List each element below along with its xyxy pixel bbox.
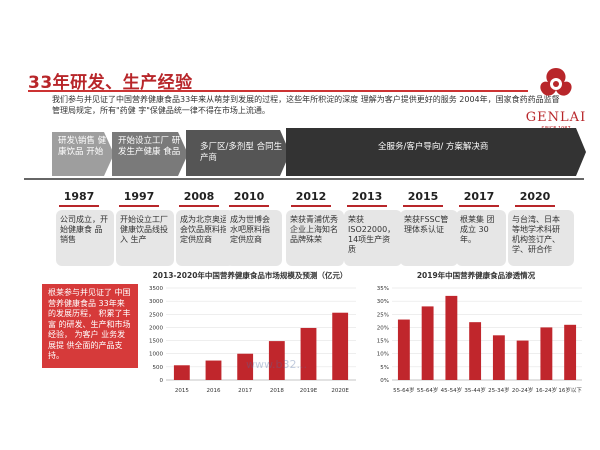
year-underline <box>179 205 219 207</box>
milestone-2010: 成为世博会 水吧原料指 定供应商 <box>226 210 282 266</box>
chart-1: 3500 3000 2500 2000 1500 1000 500 0 2015 2016 201… <box>149 286 356 394</box>
y-tick-label: 25% <box>377 312 389 318</box>
x-tick-label: 55-64岁 <box>417 386 438 394</box>
milestone-2015: 荣获FSSC管 理体系认证 <box>400 210 458 266</box>
milestone-1987: 公司成立，开始健康食 品销售 <box>56 210 114 266</box>
year-label: 2015 <box>407 190 439 203</box>
intro-paragraph: 我们参与并见证了中国营养健康食品33年来从萌芽到发展的过程，这些年所积淀的深度 … <box>52 95 560 115</box>
timeline-line <box>24 178 584 180</box>
year-underline <box>515 205 555 207</box>
flower-logo-icon <box>540 68 572 96</box>
year-label: 1987 <box>63 190 95 203</box>
bar <box>397 319 410 380</box>
y-tick-label: 3000 <box>149 299 163 305</box>
y-tick-label: 500 <box>153 365 164 371</box>
year-underline <box>229 205 269 207</box>
y-tick-label: 0% <box>380 378 389 384</box>
x-tick-label: 2020E <box>331 388 349 394</box>
bar <box>540 327 553 380</box>
x-tick-label: 45-54岁 <box>441 386 462 394</box>
stage-box-4: 全服务/客户导向/ 方案解决商 <box>286 128 586 176</box>
title-divider <box>28 90 528 92</box>
x-tick-label: 2017 <box>238 388 252 394</box>
milestone-2013: 荣获 ISO22000， 14项生产资质 <box>344 210 402 266</box>
year-underline <box>347 205 387 207</box>
y-tick-label: 2000 <box>149 325 163 331</box>
chart-2: 35%30%25%20%15%10%5%0% 55-64岁 55-64岁 45-54… <box>377 286 583 394</box>
y-tick-label: 10% <box>377 352 389 358</box>
year-underline <box>119 205 159 207</box>
bar <box>332 312 349 380</box>
milestone-2020: 与台湾、日本 等地学术科研 机构签订产、 学、研合作 <box>508 210 574 266</box>
stage-box-2: 开始设立工厂 研发生产健康 食品 <box>112 132 188 176</box>
year-underline <box>59 205 99 207</box>
x-tick-label: 2016 <box>207 388 221 394</box>
bar <box>268 341 285 380</box>
x-tick-label: 16岁以下 <box>558 386 582 394</box>
milestone-1997: 开始设立工厂 健康饮品线投入 生产 <box>116 210 174 266</box>
bar <box>492 335 505 380</box>
chart-2-title: 2019年中国营养健康食品渗透情况 <box>416 271 536 280</box>
bar <box>237 353 254 380</box>
x-tick-label: 20-24岁 <box>512 386 533 394</box>
stage-box-1: 研发\销售 健康饮品 开始 <box>52 132 114 176</box>
bar <box>173 365 190 380</box>
side-note-box: 根莱参与并见证了 中国营养健康食品 33年来的发展历程， 积累了丰富 的研发、生… <box>42 284 138 368</box>
page-title: 33年研发、生产经验 <box>28 73 193 93</box>
x-tick-label: 55-64岁 <box>393 386 414 394</box>
year-label: 2012 <box>295 190 327 203</box>
stage-box-3: 多厂区/多剂型 合同生产商 <box>186 130 290 176</box>
y-tick-label: 0 <box>160 378 164 384</box>
year-underline <box>459 205 499 207</box>
y-tick-label: 2500 <box>149 312 163 318</box>
y-tick-label: 3500 <box>149 286 163 292</box>
brand-logo: GENLAI SINCE 1987 <box>524 64 588 132</box>
year-underline <box>291 205 331 207</box>
milestone-2008: 成为北京奥运 会饮品原料指 定供应商 <box>176 210 234 266</box>
y-tick-label: 5% <box>380 365 389 371</box>
x-tick-label: 2019E <box>300 388 318 394</box>
y-tick-label: 35% <box>377 286 389 292</box>
logo-name: GENLAI <box>525 110 587 125</box>
bar <box>421 306 434 380</box>
y-tick-label: 1500 <box>149 339 163 345</box>
bar <box>469 322 482 380</box>
year-label: 1997 <box>123 190 155 203</box>
y-tick-label: 20% <box>377 325 389 331</box>
bar <box>445 295 458 380</box>
watermark: www.b32... <box>246 358 307 371</box>
y-tick-label: 15% <box>377 339 389 345</box>
year-label: 2008 <box>183 190 215 203</box>
x-tick-label: 35-44岁 <box>464 386 485 394</box>
year-underline <box>403 205 443 207</box>
x-tick-label: 25-34岁 <box>488 386 509 394</box>
bar <box>564 324 577 380</box>
milestone-2017: 根莱集 团成立 30年。 <box>456 210 506 266</box>
year-label: 2020 <box>519 190 551 203</box>
chart-1-title: 2013-2020年中国营养健康食品市场规模及预测（亿元） <box>152 271 348 280</box>
x-tick-label: 2015 <box>175 388 189 394</box>
year-label: 2017 <box>463 190 495 203</box>
y-tick-label: 1000 <box>149 352 163 358</box>
y-tick-label: 30% <box>377 299 389 305</box>
milestone-2012: 荣获青浦优秀 企业上海知名 品牌殊荣 <box>286 210 344 266</box>
bar <box>205 360 222 380</box>
x-tick-label: 16-24岁 <box>536 386 557 394</box>
bar <box>516 340 529 380</box>
bar <box>300 327 317 380</box>
year-label: 2013 <box>351 190 383 203</box>
year-label: 2010 <box>233 190 265 203</box>
x-tick-label: 2018 <box>270 388 284 394</box>
